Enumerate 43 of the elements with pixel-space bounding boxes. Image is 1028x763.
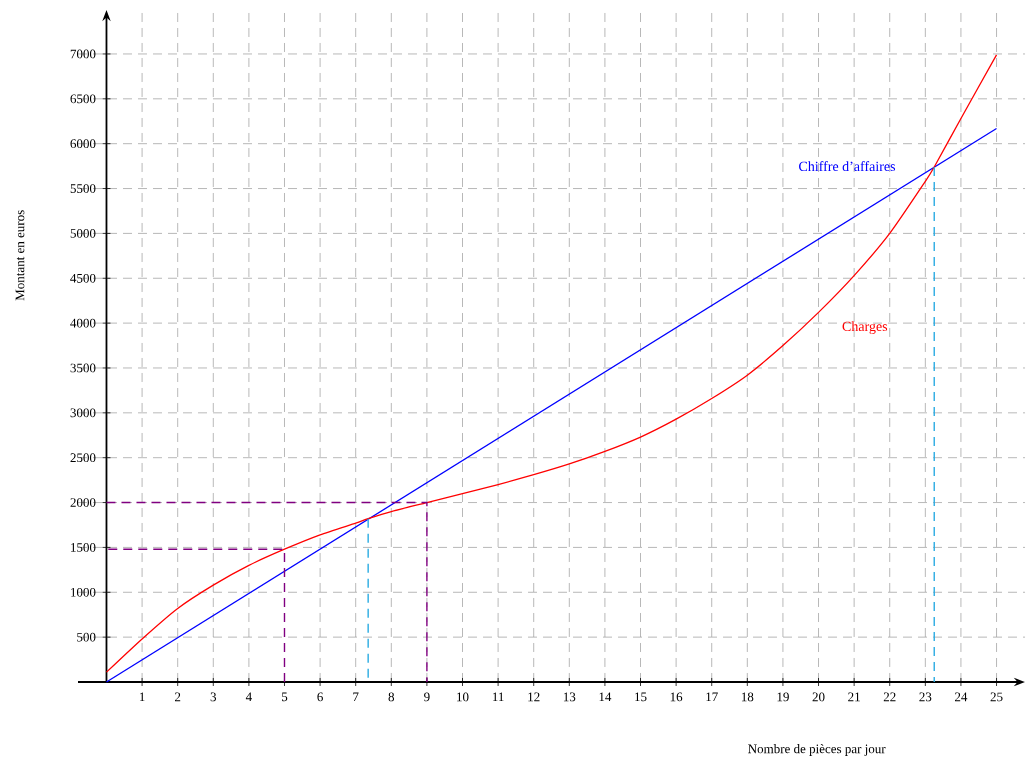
x-tick-label: 11: [492, 692, 504, 702]
x-tick-label: 24: [955, 692, 968, 702]
x-tick-label: 25: [990, 692, 1003, 702]
x-tick-label: 2: [175, 692, 181, 702]
x-tick-label: 8: [388, 692, 395, 702]
x-tick-label: 17: [706, 692, 718, 702]
x-tick-label: 15: [635, 692, 647, 702]
x-tick-label: 22: [883, 692, 896, 702]
x-tick-label: 4: [245, 692, 252, 702]
x-tick-label: 6: [317, 692, 323, 702]
y-tick-label: 4000: [70, 318, 96, 328]
y-tick-label: 5500: [70, 184, 96, 193]
y-tick-label: 2000: [70, 498, 96, 507]
x-tick-label: 18: [741, 692, 754, 702]
y-tick-label: 3000: [70, 408, 96, 418]
y-tick-label: 4500: [70, 273, 96, 283]
x-tick-label: 19: [777, 692, 789, 702]
y-tick-label: 6000: [70, 139, 96, 149]
x-tick-label: 12: [528, 692, 540, 702]
y-tick-label: 2500: [70, 453, 96, 463]
x-tick-label: 21: [848, 692, 860, 702]
y-tick-label: 1000: [71, 587, 96, 597]
x-tick-label: 14: [599, 692, 612, 702]
y-tick-label: 1500: [71, 543, 96, 552]
series-label: Charges: [842, 321, 888, 334]
y-axis-title: Montant en euros: [15, 210, 25, 301]
x-tick-label: 13: [563, 692, 576, 702]
x-tick-label: 20: [812, 692, 825, 702]
y-tick-label: 6500: [70, 94, 96, 104]
x-tick-label: 3: [210, 692, 217, 702]
series-label: Chiffre d’affaires: [799, 161, 896, 172]
x-tick-label: 7: [353, 692, 359, 702]
y-tick-label: 3500: [70, 363, 96, 373]
x-tick-label: 16: [670, 692, 683, 702]
x-tick-label: 23: [919, 692, 932, 702]
y-tick-label: 500: [77, 632, 96, 642]
x-tick-label: 5: [281, 692, 288, 702]
x-tick-label: 10: [457, 692, 469, 702]
x-tick-label: 1: [139, 692, 145, 702]
y-tick-label: 7000: [70, 49, 96, 59]
x-tick-label: 9: [424, 692, 430, 702]
x-axis-title: Nombre de pièces par jour: [748, 744, 886, 756]
y-tick-label: 5000: [70, 229, 96, 238]
